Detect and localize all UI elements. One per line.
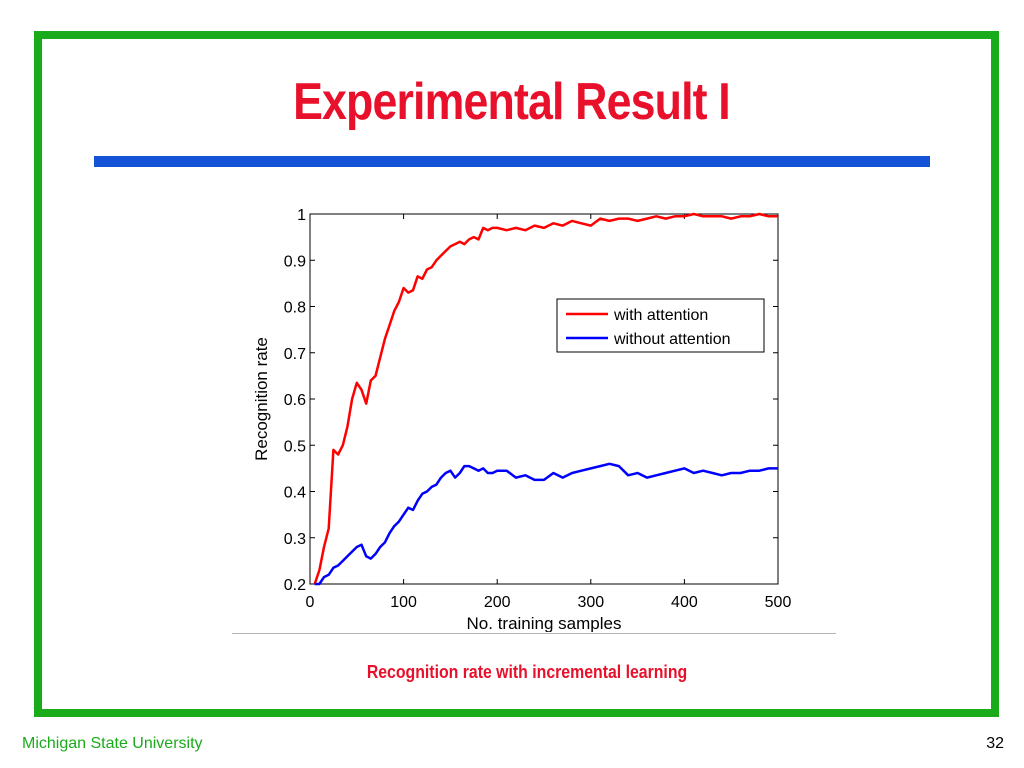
figure-divider bbox=[232, 633, 836, 634]
figure-caption: Recognition rate with incremental learni… bbox=[366, 662, 688, 682]
x-tick-label: 400 bbox=[671, 594, 698, 611]
y-tick-label: 0.2 bbox=[284, 577, 306, 594]
legend-label-without-attention: without attention bbox=[613, 331, 731, 348]
x-tick-label: 500 bbox=[765, 594, 792, 611]
page-number: 32 bbox=[986, 735, 1004, 752]
x-tick-label: 100 bbox=[390, 594, 417, 611]
series-line-without-attention bbox=[314, 462, 778, 586]
y-tick-label: 0.7 bbox=[284, 346, 306, 363]
slide-title: Experimental Result I bbox=[293, 73, 731, 131]
series-line-with-attention bbox=[313, 212, 778, 585]
y-tick-label: 0.9 bbox=[284, 253, 306, 270]
legend-box bbox=[556, 298, 765, 353]
x-tick-label: 0 bbox=[306, 594, 315, 611]
footer-institution: Michigan State University bbox=[22, 735, 203, 752]
x-tick-label: 200 bbox=[484, 594, 511, 611]
title-underline bbox=[94, 156, 930, 167]
x-axis-label: No. training samples bbox=[467, 614, 622, 632]
recognition-rate-chart: 0 100 200 300 400 500 0.2 0.3 0.4 0.5 0.6 0.7 0.8 0.9… bbox=[252, 207, 792, 632]
y-axis-label: Recognition rate bbox=[252, 337, 271, 461]
legend-label-with-attention: with attention bbox=[613, 307, 708, 324]
plot-area bbox=[309, 213, 779, 585]
axis-ticks bbox=[309, 213, 779, 585]
slide-frame bbox=[34, 31, 999, 717]
y-tick-label: 0.4 bbox=[284, 485, 306, 502]
x-tick-label: 300 bbox=[577, 594, 604, 611]
y-tick-label: 0.3 bbox=[284, 531, 306, 548]
y-tick-label: 0.8 bbox=[284, 300, 306, 317]
y-tick-label: 1 bbox=[297, 207, 306, 224]
y-tick-label: 0.6 bbox=[284, 392, 306, 409]
y-tick-label: 0.5 bbox=[284, 438, 306, 455]
legend: with attention without attention bbox=[556, 298, 765, 353]
series-lines bbox=[313, 212, 778, 586]
axis-tick-labels: 0 100 200 300 400 500 0.2 0.3 0.4 0.5 0.6 0.7 0.8 0.9… bbox=[284, 207, 792, 611]
